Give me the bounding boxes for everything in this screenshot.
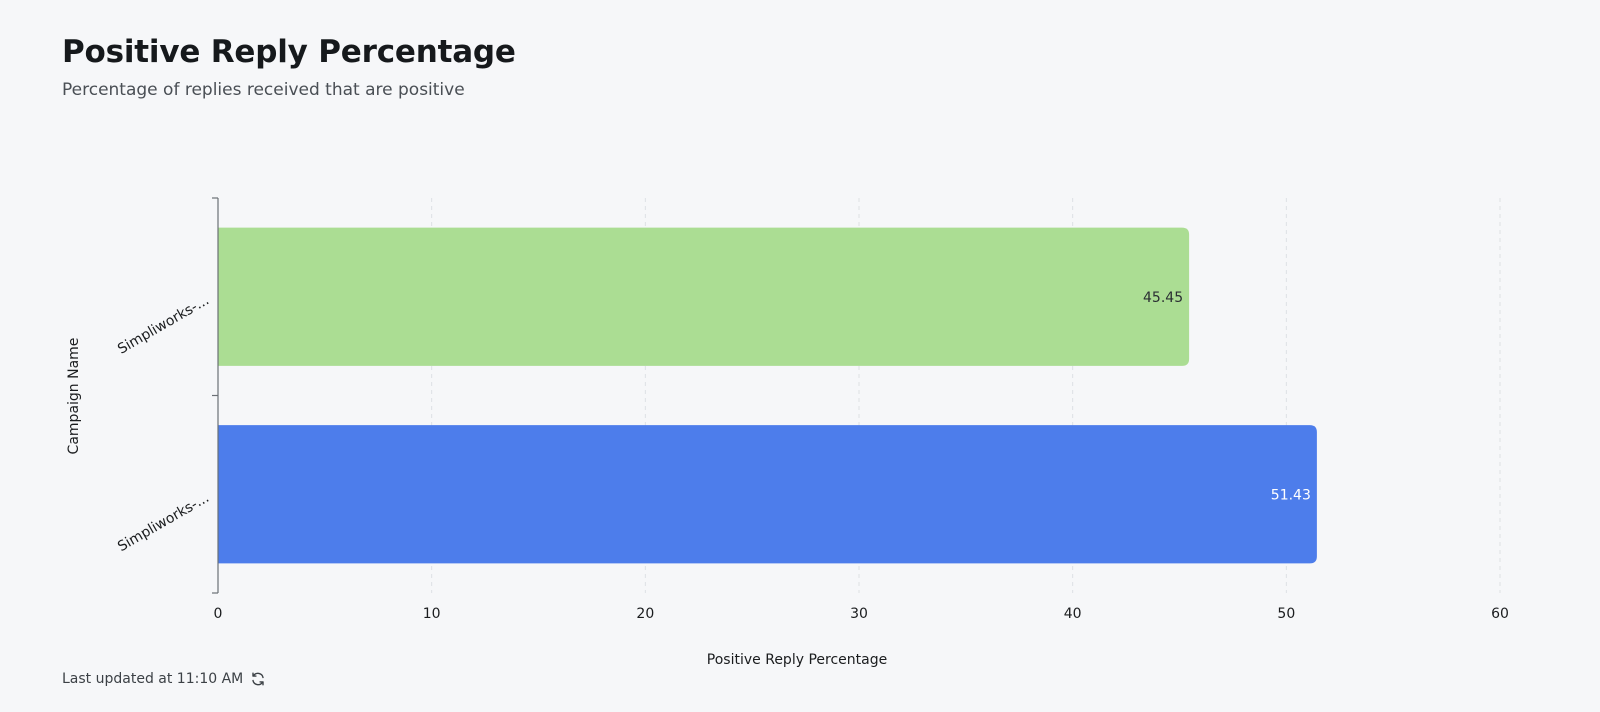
y-tick-label: Simpliworks-... [115,292,212,357]
bar-data-label: 45.45 [1143,290,1183,306]
page-title: Positive Reply Percentage [62,34,516,70]
refresh-icon[interactable] [249,670,267,688]
bar-data-label: 51.43 [1271,487,1311,503]
x-tick-label: 30 [850,606,868,622]
x-tick-label: 20 [636,606,654,622]
y-tick-label: Simpliworks-... [115,490,212,555]
x-tick-label: 10 [423,606,441,622]
x-tick-label: 50 [1277,606,1295,622]
x-tick-label: 40 [1064,606,1082,622]
last-updated-text: Last updated at 11:10 AM [62,671,244,687]
x-axis-title: Positive Reply Percentage [707,652,887,668]
bars: 45.45 51.43 [218,227,1317,564]
x-tick-label: 60 [1491,606,1509,622]
bar[interactable] [218,425,1317,564]
bar[interactable] [218,227,1190,366]
footer: Last updated at 11:10 AM [62,670,267,688]
y-axis-title: Campaign Name [66,338,82,455]
x-tick-label: 0 [214,606,223,622]
page-subtitle: Percentage of replies received that are … [62,80,465,100]
